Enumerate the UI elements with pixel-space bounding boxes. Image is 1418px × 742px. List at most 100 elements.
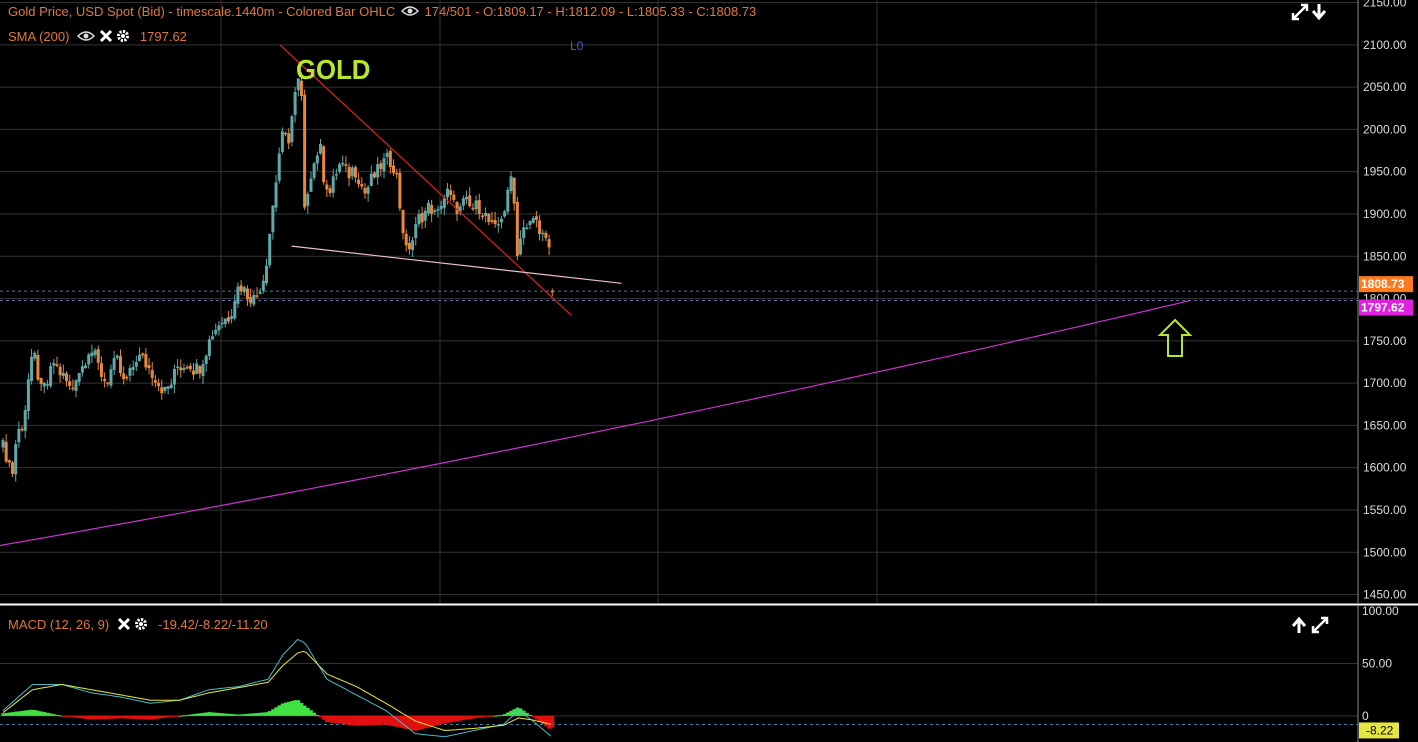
- macd-hist-bar: [309, 710, 313, 716]
- macd-hist-bar: [426, 715, 431, 728]
- macd-hist-bar: [299, 702, 304, 716]
- close-icon[interactable]: [117, 617, 131, 631]
- eye-icon[interactable]: [400, 5, 419, 17]
- macd-hist-bar: [401, 715, 405, 729]
- eye-icon[interactable]: [76, 30, 96, 42]
- price-bar-body: [122, 373, 126, 380]
- macd-hist-bar: [455, 715, 459, 722]
- price-bar-body: [379, 163, 383, 169]
- price-bar-body: [207, 339, 211, 356]
- macd-values: -19.42/-8.22/-11.20: [158, 617, 268, 632]
- y-tick-label: 1700.00: [1363, 376, 1407, 390]
- price-bar-body: [258, 292, 262, 294]
- macd-hist-bar: [223, 713, 228, 716]
- macd-hist-bar: [363, 715, 367, 726]
- macd-hist-bar: [207, 712, 212, 716]
- price-bar-body: [115, 355, 119, 358]
- macd-hist-bar: [67, 715, 72, 717]
- price-bar-body: [185, 366, 189, 369]
- gear-icon[interactable]: [116, 29, 130, 43]
- price-bar-body: [36, 354, 40, 380]
- y-tick-label: 1500.00: [1363, 545, 1407, 559]
- macd-hist-bar: [36, 710, 40, 716]
- price-bar-body: [331, 176, 335, 193]
- macd-hist-bar: [14, 711, 18, 716]
- macd-hist-bar: [71, 715, 75, 718]
- sma-price-tag: 1797.62: [1361, 301, 1405, 315]
- price-bar-body: [134, 362, 138, 367]
- price-bar-body: [255, 295, 259, 297]
- macd-hist-bar: [283, 702, 288, 716]
- macd-hist-bar: [33, 710, 37, 716]
- price-bar-body: [268, 233, 272, 266]
- price-bar-body: [319, 143, 322, 154]
- macd-hist-bar: [268, 711, 272, 716]
- price-bar-body: [23, 410, 27, 431]
- macd-hist-bar: [325, 715, 329, 723]
- price-bar-body: [84, 365, 88, 369]
- macd-hist-bar: [121, 715, 126, 719]
- macd-hist-bar: [509, 710, 513, 716]
- price-bar-body: [14, 444, 18, 475]
- arrow-up-icon[interactable]: [1291, 616, 1307, 634]
- macd-hist-bar: [461, 715, 466, 721]
- macd-hist-bar: [137, 715, 142, 720]
- price-bar-body: [487, 213, 491, 223]
- price-bar-body: [544, 232, 548, 239]
- price-bar-body: [30, 356, 34, 381]
- price-bar-body: [509, 176, 513, 191]
- macd-hist-bar: [58, 715, 63, 717]
- price-bar-body: [252, 294, 256, 305]
- macd-hist-bar: [255, 713, 259, 716]
- price-bar-body: [182, 368, 186, 371]
- price-bar-body: [338, 164, 342, 172]
- price-bar-body: [446, 188, 449, 198]
- expand-icon[interactable]: [1311, 616, 1329, 634]
- last-price-tag-bg: [1359, 276, 1413, 293]
- price-bar-body: [465, 196, 469, 200]
- macd-hist-bar: [128, 715, 132, 719]
- macd-hist-bar: [296, 700, 301, 716]
- price-bar-body: [284, 132, 288, 135]
- macd-hist-bar: [147, 715, 151, 720]
- price-bar-body: [522, 227, 526, 239]
- price-bar-body: [395, 172, 399, 175]
- macd-hist-bar: [464, 715, 469, 720]
- macd-hist-bar: [179, 715, 183, 717]
- macd-y-tick-label: 50.00: [1362, 657, 1392, 671]
- macd-hist-bar: [353, 715, 358, 726]
- macd-hist-bar: [102, 715, 107, 720]
- bar-count: 174/501: [424, 4, 472, 19]
- price-bar-body: [306, 193, 310, 206]
- price-bar-body: [315, 155, 319, 164]
- price-bar-body: [45, 383, 49, 386]
- close-icon[interactable]: [99, 29, 113, 43]
- price-bar-body: [385, 152, 389, 158]
- price-bar-body: [271, 205, 275, 233]
- expand-icon[interactable]: [1291, 3, 1309, 21]
- price-bar-body: [471, 207, 475, 210]
- price-bar-body: [112, 357, 116, 370]
- price-bar-body: [160, 387, 164, 394]
- price-bar-body: [515, 201, 519, 257]
- macd-hist-bar: [109, 715, 113, 719]
- price-bar-body: [503, 211, 507, 217]
- macd-hist-bar: [23, 710, 28, 716]
- macd-hist-bar: [544, 715, 548, 727]
- macd-hist-bar: [474, 715, 478, 719]
- macd-hist-bar: [1, 713, 5, 716]
- sma-label: SMA (200): [8, 29, 70, 44]
- macd-hist-bar: [350, 715, 355, 726]
- y-tick-label: 2050.00: [1363, 80, 1407, 94]
- price-bar-body: [534, 216, 538, 220]
- price-bar-body: [4, 442, 8, 462]
- price-bar-body: [147, 365, 151, 369]
- price-bar-body: [312, 163, 316, 178]
- macd-hist-bar: [194, 713, 199, 716]
- gear-icon[interactable]: [134, 617, 148, 631]
- price-bar-body: [369, 173, 373, 186]
- price-bar-body: [398, 172, 402, 209]
- arrow-down-icon[interactable]: [1311, 3, 1327, 21]
- price-bar-body: [449, 190, 453, 196]
